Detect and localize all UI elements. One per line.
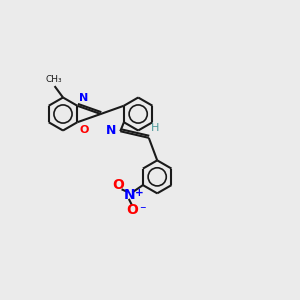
Text: H: H: [151, 123, 159, 133]
Text: N: N: [106, 124, 116, 137]
Text: O: O: [80, 125, 89, 135]
Text: CH₃: CH₃: [45, 75, 62, 84]
Text: +: +: [135, 188, 144, 199]
Text: O: O: [127, 203, 138, 217]
Text: N: N: [124, 188, 135, 202]
Text: ⁻: ⁻: [139, 204, 146, 217]
Text: O: O: [112, 178, 124, 192]
Text: N: N: [80, 93, 88, 103]
